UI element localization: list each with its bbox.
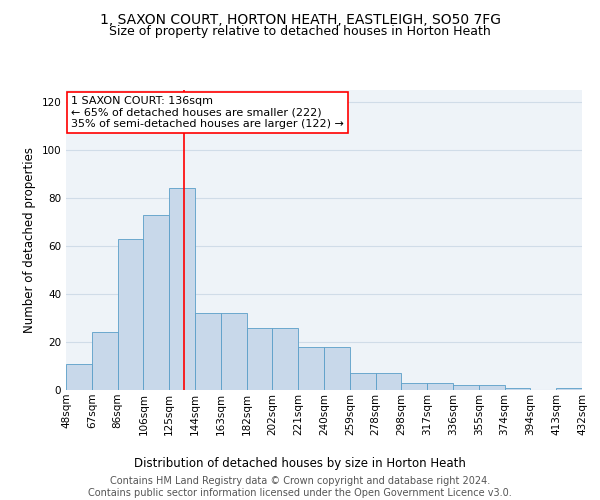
Text: Contains HM Land Registry data © Crown copyright and database right 2024.
Contai: Contains HM Land Registry data © Crown c… bbox=[88, 476, 512, 498]
Bar bbox=[324, 347, 350, 390]
Bar bbox=[92, 332, 118, 390]
Bar bbox=[505, 388, 530, 390]
Bar bbox=[556, 388, 582, 390]
Bar bbox=[221, 313, 247, 390]
Bar bbox=[350, 373, 376, 390]
Bar bbox=[143, 215, 169, 390]
Bar bbox=[272, 328, 298, 390]
Bar bbox=[479, 385, 505, 390]
Bar bbox=[401, 383, 427, 390]
Text: Distribution of detached houses by size in Horton Heath: Distribution of detached houses by size … bbox=[134, 458, 466, 470]
Y-axis label: Number of detached properties: Number of detached properties bbox=[23, 147, 36, 333]
Text: Size of property relative to detached houses in Horton Heath: Size of property relative to detached ho… bbox=[109, 25, 491, 38]
Bar bbox=[66, 364, 92, 390]
Text: 1 SAXON COURT: 136sqm
← 65% of detached houses are smaller (222)
35% of semi-det: 1 SAXON COURT: 136sqm ← 65% of detached … bbox=[71, 96, 344, 129]
Bar bbox=[118, 239, 143, 390]
Bar bbox=[169, 188, 195, 390]
Bar bbox=[247, 328, 272, 390]
Text: 1, SAXON COURT, HORTON HEATH, EASTLEIGH, SO50 7FG: 1, SAXON COURT, HORTON HEATH, EASTLEIGH,… bbox=[100, 12, 500, 26]
Bar bbox=[376, 373, 401, 390]
Bar bbox=[427, 383, 453, 390]
Bar bbox=[298, 347, 324, 390]
Bar bbox=[195, 313, 221, 390]
Bar bbox=[453, 385, 479, 390]
